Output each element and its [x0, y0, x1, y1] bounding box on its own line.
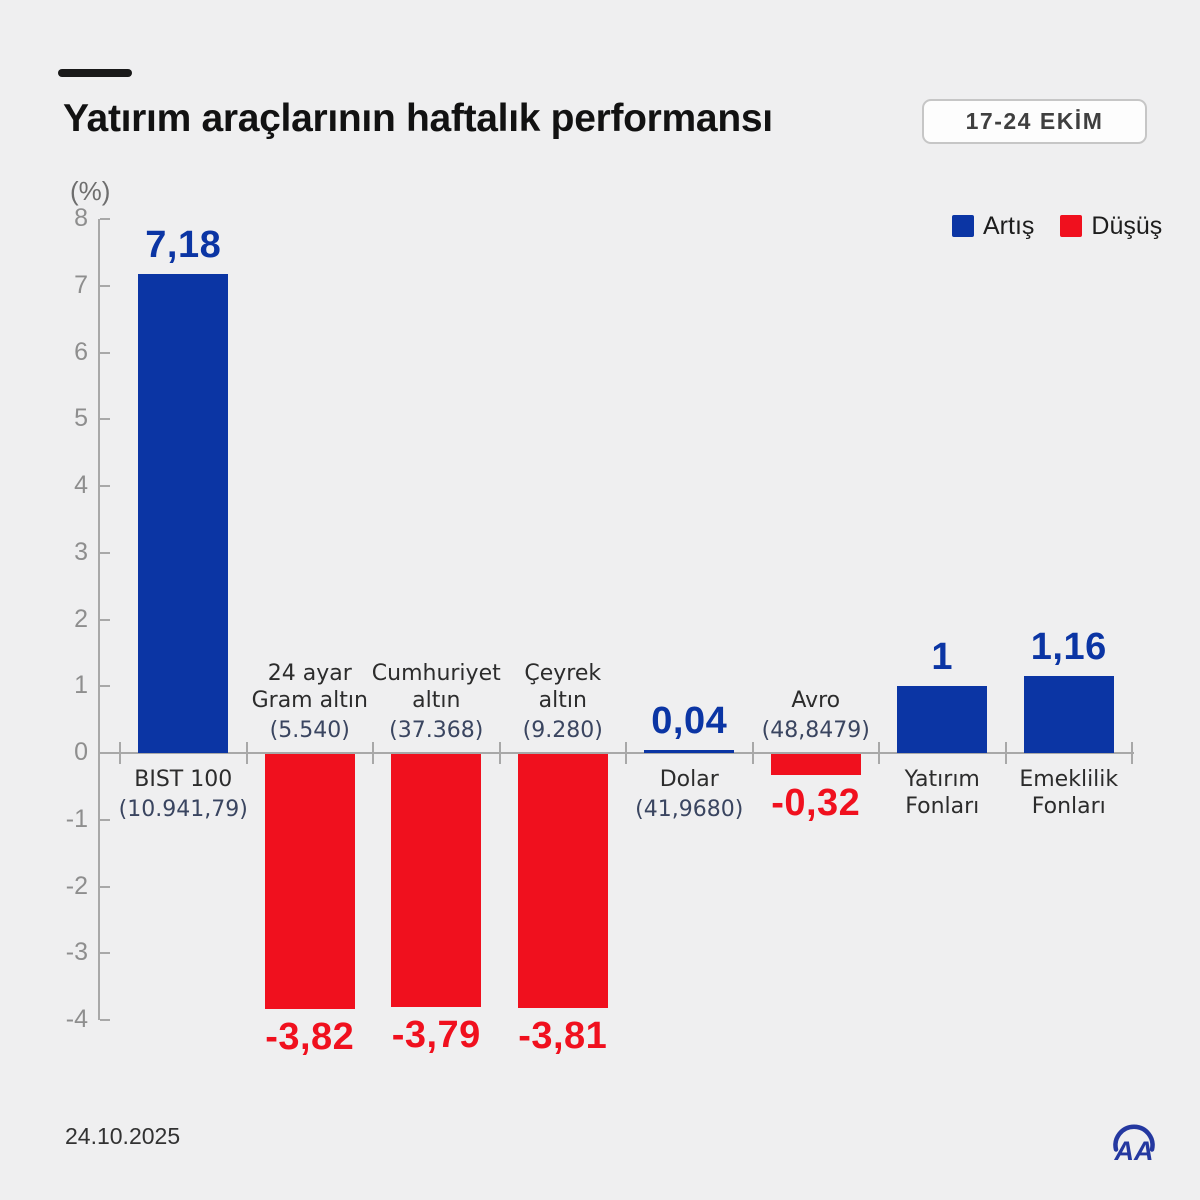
- publish-date: 24.10.2025: [65, 1123, 181, 1149]
- x-axis-line: [98, 752, 1134, 754]
- bar-down-1: [264, 754, 355, 1009]
- category-name-line: 24 ayar: [267, 661, 352, 686]
- category-name-line: Emeklilik: [1019, 767, 1119, 792]
- y-axis-line: [98, 219, 100, 1020]
- legend-swatch-decrease: [1060, 215, 1083, 237]
- category-name-line: Yatırım: [904, 767, 980, 792]
- value-label: -3,81: [518, 1015, 608, 1057]
- y-tick-mark: [100, 885, 110, 888]
- y-tick-mark: [100, 752, 110, 754]
- value-label: 1,16: [1030, 626, 1107, 668]
- category-name-line: altın: [412, 688, 461, 713]
- category-label: Çeyrek altın (9.280): [483, 660, 643, 744]
- category-detail: (41,9680): [635, 797, 744, 822]
- category-name-line: Fonları: [1031, 794, 1106, 819]
- value-label: 7,18: [145, 224, 222, 266]
- bar-down-5: [770, 754, 861, 775]
- y-tick-label: 8: [74, 204, 88, 232]
- y-tick-mark: [100, 551, 110, 554]
- category-name-line: Çeyrek: [524, 661, 602, 686]
- y-tick-label: -1: [65, 804, 88, 833]
- legend-swatch-increase: [952, 215, 974, 237]
- category-name-line: Gram altın: [251, 688, 368, 713]
- y-tick-mark: [100, 685, 110, 688]
- y-axis-unit-label: (%): [70, 176, 111, 206]
- category-label: Emeklilik Fonları: [989, 766, 1149, 820]
- value-label: -0,32: [771, 782, 861, 824]
- y-tick-mark: [100, 952, 110, 955]
- y-tick-label: 0: [74, 738, 88, 766]
- y-tick-mark: [100, 618, 110, 621]
- y-tick-mark: [100, 485, 110, 487]
- bar-up-6: [897, 686, 988, 753]
- category-name-line: Avro: [791, 688, 841, 713]
- bar-up-0: [138, 274, 229, 753]
- x-tick-mark: [751, 742, 754, 764]
- legend-item-decrease: Düşüş: [1060, 212, 1162, 241]
- y-tick-mark: [100, 351, 110, 354]
- date-range-label: 17-24 EKİM: [965, 108, 1104, 134]
- bar-up-7: [1023, 676, 1114, 753]
- y-tick-label: 3: [74, 537, 88, 566]
- y-tick-mark: [100, 418, 110, 421]
- category-label: BIST 100 (10.941,79): [103, 766, 263, 823]
- category-detail: (10.941,79): [118, 797, 248, 822]
- y-tick-label: 2: [74, 604, 88, 633]
- y-tick-label: -4: [65, 1005, 88, 1033]
- category-name-line: Fonları: [905, 794, 980, 819]
- y-tick-label: 7: [74, 270, 88, 299]
- bar-down-2: [391, 754, 482, 1007]
- bar-up-4: [644, 750, 735, 753]
- x-tick-mark: [372, 742, 374, 764]
- category-label: Dolar (41,9680): [609, 766, 769, 823]
- y-tick-label: 1: [74, 671, 88, 700]
- y-tick-label: -2: [65, 871, 88, 900]
- category-label: Yatırım Fonları: [862, 766, 1022, 820]
- aa-agency-logo: AA: [1113, 1124, 1155, 1166]
- y-tick-label: -3: [65, 938, 88, 967]
- y-tick-label: 6: [74, 337, 88, 366]
- category-detail: (37.368): [389, 718, 484, 743]
- y-tick-mark: [100, 1019, 110, 1021]
- x-tick-mark: [1131, 742, 1133, 764]
- category-detail: (9.280): [522, 718, 603, 743]
- y-tick-mark: [100, 284, 110, 287]
- category-name-line: Cumhuriyet: [371, 661, 501, 686]
- category-name-line: BIST 100: [134, 767, 233, 792]
- y-tick-mark: [100, 818, 110, 821]
- y-tick-mark: [100, 218, 110, 220]
- legend-label-decrease: Düşüş: [1091, 211, 1163, 240]
- category-name-line: altın: [538, 688, 587, 713]
- x-tick-mark: [625, 742, 627, 764]
- legend: Artış Düşüş: [952, 211, 1162, 241]
- bar-down-3: [517, 754, 608, 1008]
- title-dash: [58, 69, 132, 77]
- value-label: -3,79: [391, 1014, 481, 1056]
- x-tick-mark: [498, 742, 501, 764]
- category-detail: (5.540): [269, 718, 350, 743]
- legend-item-increase: Artış: [952, 212, 1034, 241]
- page-title: Yatırım araçlarının haftalık performansı: [63, 97, 773, 140]
- value-label: -3,82: [265, 1016, 355, 1058]
- date-range-badge: 17-24 EKİM: [922, 99, 1147, 144]
- y-tick-label: 5: [74, 404, 88, 433]
- category-label: Cumhuriyet altın (37.368): [356, 660, 516, 744]
- x-tick-mark: [1004, 742, 1007, 764]
- y-tick-label: 4: [74, 471, 88, 499]
- category-name-line: Dolar: [659, 767, 719, 792]
- category-label: Avro (48,8479): [736, 687, 896, 744]
- aa-logo-letters: AA: [1114, 1136, 1154, 1166]
- value-label: 1: [931, 636, 954, 678]
- x-tick-mark: [878, 742, 880, 764]
- value-label: 0,04: [651, 700, 728, 742]
- category-detail: (48,8479): [761, 718, 870, 743]
- category-label: 24 ayar Gram altın (5.540): [230, 660, 390, 744]
- x-tick-mark: [245, 742, 248, 764]
- aa-logo-arc: [1113, 1124, 1155, 1152]
- x-tick-mark: [119, 742, 121, 764]
- legend-label-increase: Artış: [983, 211, 1035, 240]
